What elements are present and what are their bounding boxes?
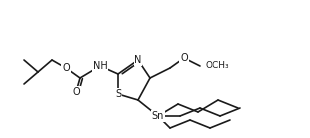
- Text: NH: NH: [93, 61, 107, 71]
- Text: S: S: [115, 89, 121, 99]
- Text: N: N: [134, 55, 142, 65]
- Text: O: O: [180, 53, 188, 63]
- Text: Sn: Sn: [152, 111, 164, 121]
- Text: O: O: [72, 87, 80, 97]
- Text: OCH₃: OCH₃: [206, 62, 230, 71]
- Text: O: O: [62, 63, 70, 73]
